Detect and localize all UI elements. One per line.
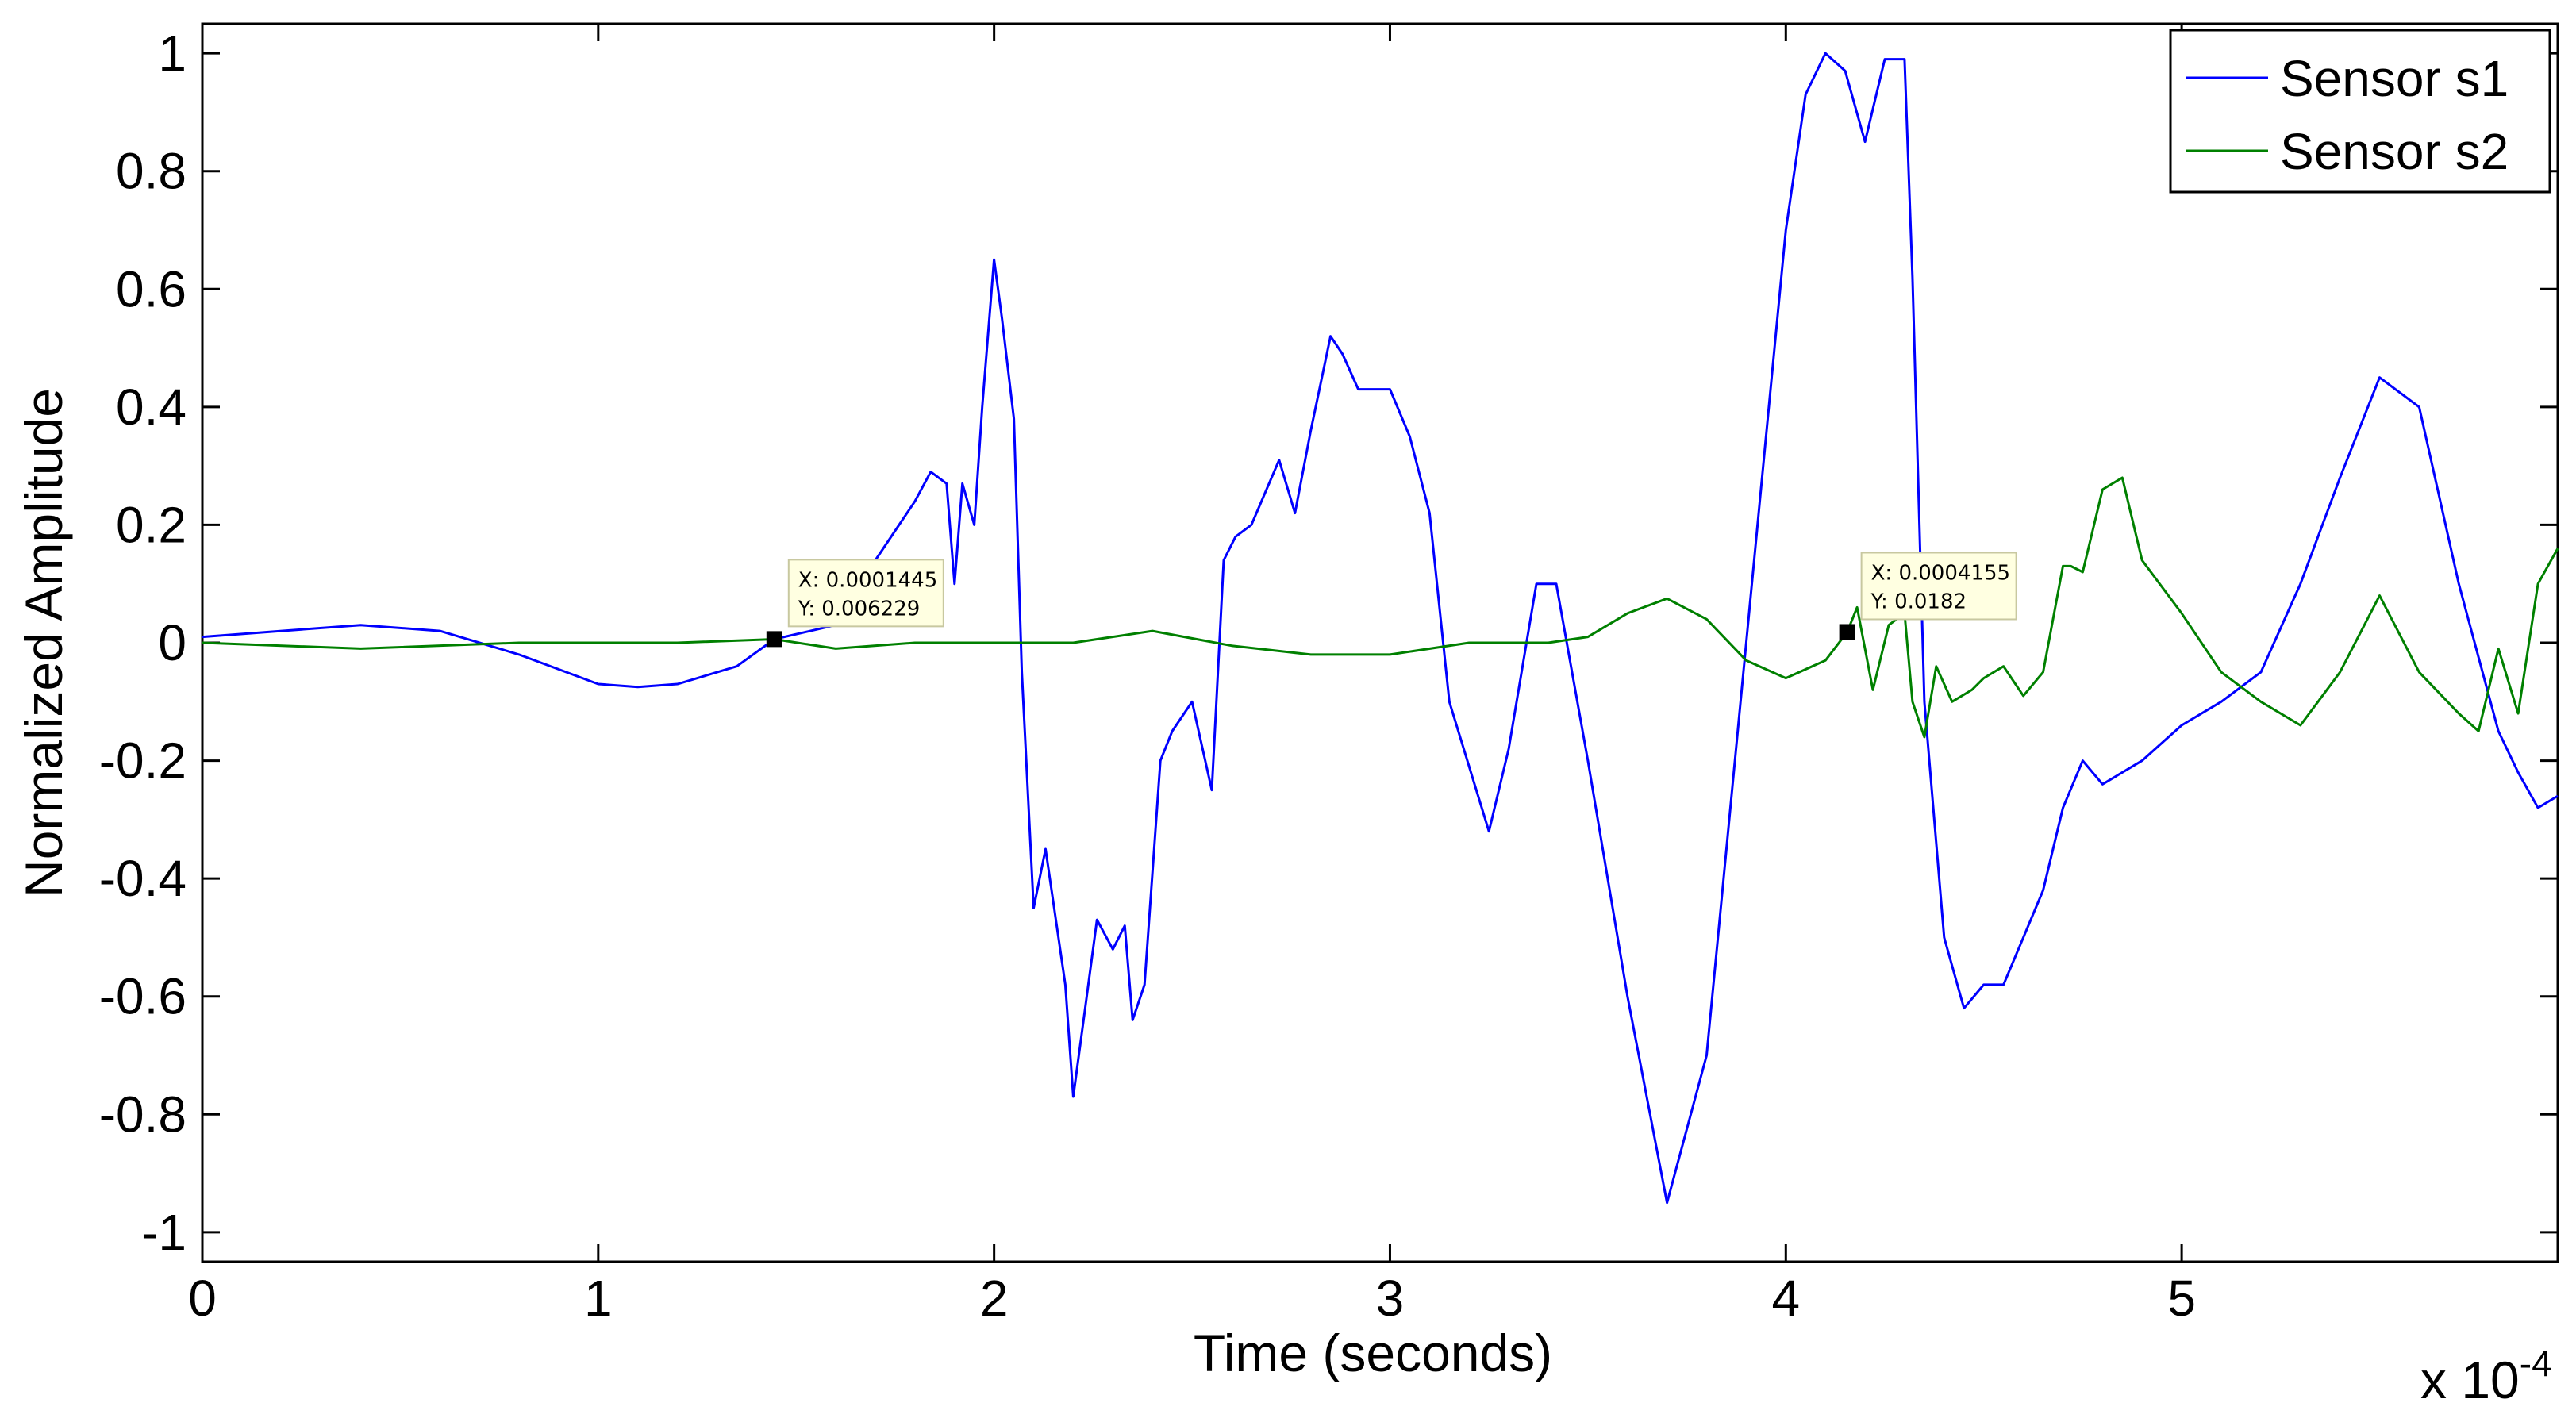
- y-tick-label: -0.8: [99, 1086, 186, 1143]
- y-tick-label: 0.2: [116, 496, 186, 553]
- y-tick-label: 0.6: [116, 260, 186, 317]
- legend: Sensor s1 Sensor s2: [2169, 29, 2551, 194]
- x-tick-label: 1: [584, 1270, 613, 1327]
- x-exponent-label: x 10-4: [2420, 1343, 2552, 1409]
- x-tick-label: 0: [188, 1270, 217, 1327]
- x-axis-title: Time (seconds): [1194, 1324, 1552, 1382]
- legend-box: [2169, 29, 2551, 194]
- data-tip[interactable]: X: 0.0001445 Y: 0.006229: [766, 559, 944, 648]
- x-exponent-power: -4: [2520, 1343, 2552, 1384]
- y-axis: 1 0.8 0.6 0.4 0.2 0 -0.2 -0.4 -0.6 -0.8 -1: [99, 25, 2558, 1261]
- data-tips-layer: X: 0.0001445 Y: 0.006229 X: 0.0004155 Y: 0.…: [766, 552, 2017, 648]
- y-axis-title: Normalized Amplitude: [14, 388, 73, 897]
- data-tip-x-label: X: 0.0004155: [1871, 561, 2010, 585]
- series-line-sensor-s2: [202, 476, 2559, 739]
- data-tip-box: [1860, 552, 2017, 621]
- legend-label-s2: Sensor s2: [2280, 123, 2509, 180]
- x-tick-label: 2: [980, 1270, 1009, 1327]
- y-tick-label: -1: [141, 1204, 186, 1261]
- x-axis: 0 1 2 3 4 5: [188, 24, 2196, 1327]
- legend-label-s1: Sensor s1: [2280, 50, 2509, 107]
- y-tick-label: -0.6: [99, 968, 186, 1025]
- x-tick-label: 4: [1771, 1270, 1800, 1327]
- y-tick-label: -0.4: [99, 850, 186, 907]
- data-tip-x-label: X: 0.0001445: [798, 568, 937, 592]
- y-tick-label: 0.8: [116, 143, 186, 200]
- series-line-sensor-s1: [202, 52, 2559, 1205]
- data-tip-y-label: Y: 0.0182: [1870, 590, 1967, 613]
- data-tip-marker[interactable]: [766, 631, 782, 648]
- x-exponent-base: x 10: [2420, 1351, 2520, 1409]
- y-tick-label: 0: [158, 614, 186, 671]
- series-layer: [202, 52, 2559, 1205]
- x-tick-label: 3: [1376, 1270, 1405, 1327]
- data-tip[interactable]: X: 0.0004155 Y: 0.0182: [1839, 552, 2017, 640]
- x-tick-label: 5: [2167, 1270, 2196, 1327]
- data-tip-marker[interactable]: [1839, 624, 1855, 640]
- y-tick-label: 1: [158, 25, 186, 82]
- y-tick-label: 0.4: [116, 379, 186, 436]
- y-tick-label: -0.2: [99, 732, 186, 790]
- data-tip-y-label: Y: 0.006229: [798, 597, 921, 621]
- data-tip-box: [787, 559, 944, 628]
